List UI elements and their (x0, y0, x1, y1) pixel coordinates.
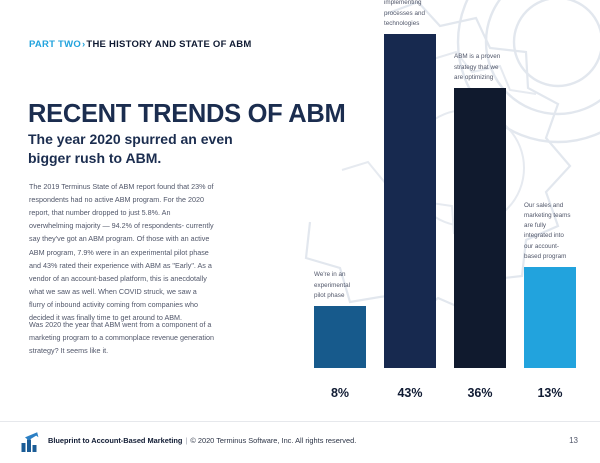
bar-rect[interactable] (314, 306, 366, 368)
footer-divider (0, 421, 600, 422)
bar-category-label: Our sales and marketing teams are fully … (524, 201, 571, 260)
bar-column[interactable]: We're in an experimental pilot phase (314, 271, 366, 368)
bar-column[interactable]: Our sales and marketing teams are fully … (524, 202, 576, 368)
footer-text: Blueprint to Account-Based Marketing | © 2… (48, 436, 356, 445)
bar-category-label: Currently implementing processes and tec… (384, 0, 425, 27)
page-number: 13 (569, 436, 578, 445)
bar-rect[interactable] (454, 88, 506, 368)
terminus-logo-icon (21, 432, 39, 452)
bar-value-label: 13% (537, 386, 563, 400)
bar-category-label: We're in an experimental pilot phase (314, 271, 351, 299)
bar-rect[interactable] (384, 34, 436, 368)
breadcrumb-part-label: PART TWO (29, 39, 81, 50)
breadcrumb: PART TWO›THE HISTORY AND STATE OF ABM (29, 39, 252, 50)
page-title: RECENT TRENDS OF ABM (28, 100, 346, 128)
bar-category-label: ABM is a proven strategy that we are opt… (454, 53, 501, 81)
breadcrumb-section-label: THE HISTORY AND STATE OF ABM (86, 39, 252, 50)
bar-rect[interactable] (524, 267, 576, 368)
bar-chart-columns: We're in an experimental pilot phase Curr… (296, 0, 586, 368)
bar-value-label: 8% (330, 386, 350, 400)
page-subtitle: The year 2020 spurred an even bigger rus… (28, 131, 233, 167)
bar-column[interactable]: Currently implementing processes and tec… (384, 0, 436, 368)
bar-chart-value-labels: 8% 43% 36% 13% (296, 374, 586, 400)
body-paragraph-2: Was 2020 the year that ABM went from a c… (29, 320, 214, 356)
bar-value-label: 36% (467, 386, 493, 400)
bar-column[interactable]: ABM is a proven strategy that we are opt… (454, 53, 506, 368)
footer-separator: | (185, 436, 188, 445)
body-paragraph-1: The 2019 Terminus State of ABM report fo… (29, 182, 214, 323)
footer-doc-title: Blueprint to Account-Based Marketing (48, 436, 183, 445)
chevron-right-icon: › (81, 39, 86, 50)
footer-copyright: © 2020 Terminus Software, Inc. All right… (190, 436, 357, 445)
bar-chart: We're in an experimental pilot phase Curr… (296, 0, 586, 400)
bar-value-label: 43% (397, 386, 423, 400)
